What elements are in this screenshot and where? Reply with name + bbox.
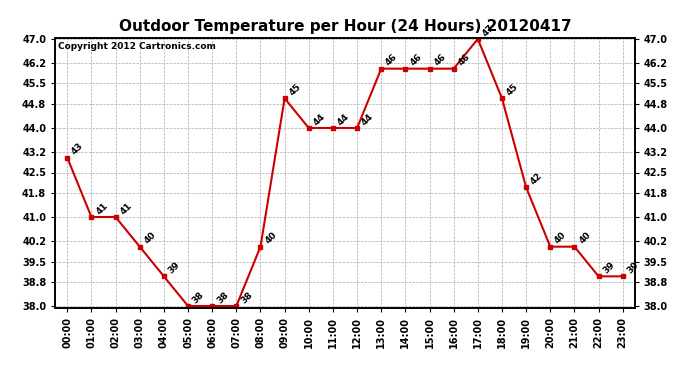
Text: 38: 38 (215, 290, 230, 305)
Text: 41: 41 (95, 201, 110, 216)
Text: 39: 39 (602, 260, 617, 276)
Title: Outdoor Temperature per Hour (24 Hours) 20120417: Outdoor Temperature per Hour (24 Hours) … (119, 18, 571, 33)
Text: 47: 47 (481, 23, 496, 38)
Text: 42: 42 (529, 171, 544, 186)
Text: 46: 46 (457, 53, 472, 68)
Text: 39: 39 (626, 260, 641, 276)
Text: 44: 44 (312, 112, 327, 127)
Text: 39: 39 (167, 260, 182, 276)
Text: 46: 46 (384, 53, 400, 68)
Text: 40: 40 (578, 231, 593, 246)
Text: 41: 41 (119, 201, 134, 216)
Text: 44: 44 (360, 112, 375, 127)
Text: 46: 46 (433, 53, 448, 68)
Text: 40: 40 (264, 231, 279, 246)
Text: Copyright 2012 Cartronics.com: Copyright 2012 Cartronics.com (58, 42, 216, 51)
Text: 44: 44 (336, 112, 351, 127)
Text: 45: 45 (288, 82, 303, 98)
Text: 45: 45 (505, 82, 520, 98)
Text: 40: 40 (143, 231, 158, 246)
Text: 46: 46 (408, 53, 424, 68)
Text: 38: 38 (239, 290, 255, 305)
Text: 43: 43 (70, 142, 86, 157)
Text: 38: 38 (191, 290, 206, 305)
Text: 40: 40 (553, 231, 569, 246)
